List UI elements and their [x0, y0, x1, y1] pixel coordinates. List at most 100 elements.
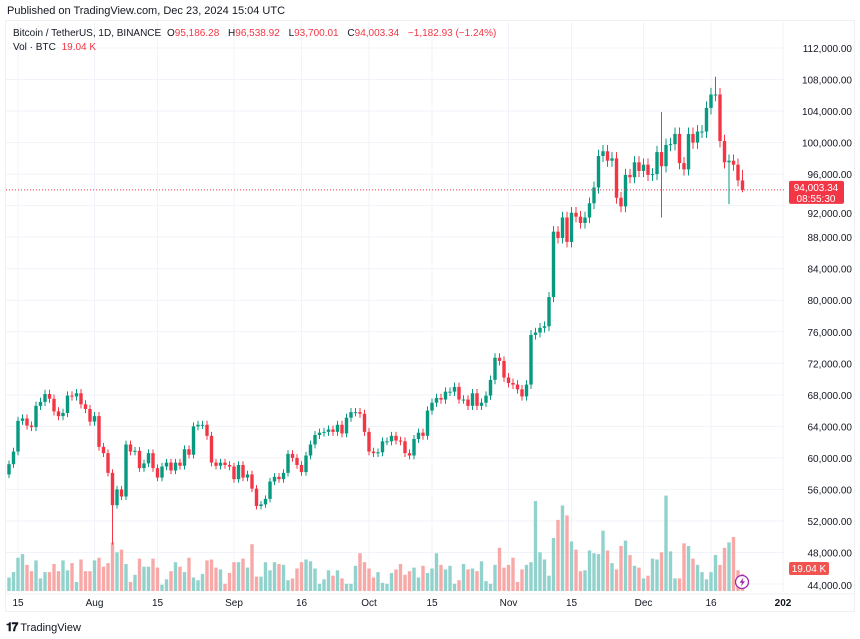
candle-body[interactable]: [43, 394, 47, 402]
candle-body[interactable]: [439, 397, 443, 400]
candle-body[interactable]: [686, 133, 691, 170]
candle-body[interactable]: [173, 462, 178, 471]
candle-body[interactable]: [538, 327, 542, 333]
candle-body[interactable]: [20, 418, 25, 421]
candle-body[interactable]: [682, 163, 686, 170]
candle-body[interactable]: [515, 384, 520, 390]
volume-label[interactable]: Vol · BTC: [13, 42, 56, 53]
candle-body[interactable]: [425, 410, 430, 436]
candle-body[interactable]: [412, 438, 416, 456]
candle-body[interactable]: [205, 424, 209, 436]
candle-body[interactable]: [151, 453, 155, 469]
candle-body[interactable]: [106, 453, 110, 473]
candle-body[interactable]: [70, 395, 74, 397]
candle-body[interactable]: [497, 357, 502, 361]
candle-body[interactable]: [605, 151, 610, 161]
candle-body[interactable]: [16, 420, 20, 452]
candle-body[interactable]: [74, 393, 79, 397]
candle-body[interactable]: [722, 141, 727, 163]
candle-body[interactable]: [227, 464, 232, 467]
candle-body[interactable]: [592, 187, 596, 204]
candle-body[interactable]: [110, 472, 115, 506]
candle-body[interactable]: [488, 379, 493, 396]
candle-body[interactable]: [601, 151, 605, 156]
candle-body[interactable]: [659, 152, 664, 167]
candle-body[interactable]: [551, 231, 556, 298]
candle-body[interactable]: [83, 404, 88, 410]
candle-body[interactable]: [236, 464, 241, 480]
candle-body[interactable]: [250, 474, 254, 489]
candle-body[interactable]: [506, 377, 511, 383]
candle-body[interactable]: [349, 412, 353, 418]
candle-body[interactable]: [56, 411, 61, 417]
candle-body[interactable]: [128, 444, 133, 452]
candle-body[interactable]: [146, 453, 151, 464]
candle-body[interactable]: [655, 152, 659, 175]
candle-body[interactable]: [367, 431, 371, 452]
candle-body[interactable]: [731, 160, 736, 165]
candle-body[interactable]: [434, 397, 439, 403]
candle-body[interactable]: [376, 452, 380, 454]
candle-body[interactable]: [511, 383, 515, 385]
candle-body[interactable]: [34, 405, 38, 428]
candle-body[interactable]: [493, 357, 497, 380]
candle-body[interactable]: [245, 474, 250, 478]
candle-body[interactable]: [214, 462, 218, 466]
candle-body[interactable]: [142, 463, 146, 469]
candle-body[interactable]: [646, 164, 650, 175]
candle-body[interactable]: [394, 435, 398, 441]
candle-body[interactable]: [317, 432, 322, 436]
candle-body[interactable]: [457, 386, 461, 400]
candle-body[interactable]: [610, 158, 614, 161]
candle-body[interactable]: [524, 384, 529, 397]
candle-body[interactable]: [704, 107, 709, 132]
candle-body[interactable]: [290, 453, 295, 458]
candle-body[interactable]: [574, 212, 578, 217]
candle-body[interactable]: [641, 164, 646, 171]
candle-body[interactable]: [268, 481, 272, 499]
candle-body[interactable]: [187, 449, 191, 455]
candle-body[interactable]: [677, 133, 682, 164]
candle-body[interactable]: [281, 472, 286, 480]
candle-body[interactable]: [97, 416, 101, 447]
candle-body[interactable]: [61, 412, 65, 417]
candle-body[interactable]: [200, 424, 205, 426]
candle-body[interactable]: [583, 217, 587, 223]
candle-body[interactable]: [299, 464, 304, 473]
candle-body[interactable]: [484, 395, 488, 403]
candle-body[interactable]: [11, 451, 16, 465]
candle-body[interactable]: [637, 162, 641, 171]
candle-body[interactable]: [295, 457, 299, 465]
candle-body[interactable]: [718, 94, 722, 142]
candle-body[interactable]: [695, 131, 700, 143]
candle-body[interactable]: [182, 449, 187, 466]
candle-body[interactable]: [191, 426, 196, 455]
candle-body[interactable]: [398, 440, 403, 442]
candle-body[interactable]: [578, 216, 583, 223]
candle-body[interactable]: [155, 468, 160, 478]
candle-body[interactable]: [632, 162, 637, 178]
candle-body[interactable]: [371, 451, 376, 454]
candle-body[interactable]: [101, 446, 106, 454]
candle-body[interactable]: [133, 450, 137, 452]
candle-body[interactable]: [709, 94, 713, 108]
candle-body[interactable]: [362, 413, 367, 432]
candle-body[interactable]: [529, 334, 533, 385]
candle-body[interactable]: [47, 394, 52, 399]
candle-body[interactable]: [389, 435, 394, 442]
candle-body[interactable]: [160, 466, 164, 478]
candle-body[interactable]: [713, 94, 718, 96]
candle-body[interactable]: [421, 432, 425, 436]
candle-body[interactable]: [448, 391, 452, 393]
candle-body[interactable]: [380, 441, 385, 453]
candle-body[interactable]: [313, 435, 317, 445]
candle-body[interactable]: [322, 431, 326, 433]
candle-body[interactable]: [344, 417, 349, 434]
candle-body[interactable]: [353, 412, 358, 414]
candle-body[interactable]: [479, 402, 484, 406]
candle-body[interactable]: [88, 409, 92, 422]
candle-body[interactable]: [560, 217, 565, 238]
candle-body[interactable]: [38, 401, 43, 406]
candle-body[interactable]: [623, 174, 628, 207]
